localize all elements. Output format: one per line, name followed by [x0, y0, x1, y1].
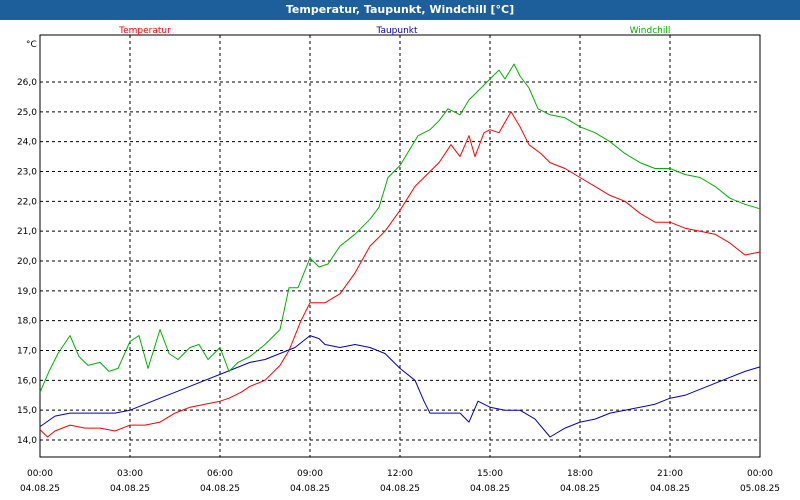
x-tick-time: 03:00: [117, 469, 143, 479]
legend-windchill: Windchill: [630, 26, 671, 36]
x-tick-date: 04.08.25: [20, 484, 60, 494]
y-axis-label: °C: [26, 40, 37, 50]
x-tick-time: 06:00: [207, 469, 233, 479]
series-line-temperatur: [39, 111, 761, 438]
x-tick-date: 04.08.25: [200, 484, 240, 494]
y-tick-label: 23,0: [17, 168, 37, 178]
y-tick-label: 21,0: [17, 227, 37, 237]
x-tick-date: 04.08.25: [560, 484, 600, 494]
series-line-windchill: [39, 63, 761, 393]
y-tick-label: 24,0: [17, 138, 37, 148]
x-tick-date: 04.08.25: [650, 484, 690, 494]
line-chart: °C 14,0 15,0 16,0 17,0 18,0 19,0 20,0 21,0 22,0 23…: [17, 26, 780, 494]
window-title: Temperatur, Taupunkt, Windchill [°C]: [0, 0, 800, 20]
x-tick-time: 18:00: [567, 469, 593, 479]
x-tick-time: 21:00: [657, 469, 683, 479]
y-tick-label: 17,0: [17, 347, 37, 357]
x-tick-date: 04.08.25: [470, 484, 510, 494]
legend-temperatur: Temperatur: [118, 26, 171, 36]
y-tick-label: 22,0: [17, 197, 37, 207]
x-tick-date: 04.08.25: [380, 484, 420, 494]
x-tick-date: 04.08.25: [290, 484, 330, 494]
x-tick-time: 00:00: [27, 469, 53, 479]
y-tick-label: 20,0: [17, 257, 37, 267]
x-tick-time: 09:00: [297, 469, 323, 479]
legend-taupunkt: Taupunkt: [375, 26, 418, 36]
series-line-taupunkt: [39, 335, 761, 438]
y-tick-label: 26,0: [17, 78, 37, 88]
plot-area: °C 14,0 15,0 16,0 17,0 18,0 19,0 20,0 21,0 22,0 23…: [17, 26, 780, 494]
y-tick-label: 25,0: [17, 108, 37, 118]
x-tick-time: 00:00: [747, 469, 773, 479]
y-tick-label: 19,0: [17, 287, 37, 297]
x-tick-date: 04.08.25: [110, 484, 150, 494]
y-tick-label: 16,0: [17, 376, 37, 386]
y-tick-label: 14,0: [17, 436, 37, 446]
x-tick-date: 05.08.25: [740, 484, 780, 494]
x-tick-time: 15:00: [477, 469, 503, 479]
x-tick-time: 12:00: [387, 469, 413, 479]
y-tick-label: 15,0: [17, 406, 37, 416]
y-tick-label: 18,0: [17, 317, 37, 327]
